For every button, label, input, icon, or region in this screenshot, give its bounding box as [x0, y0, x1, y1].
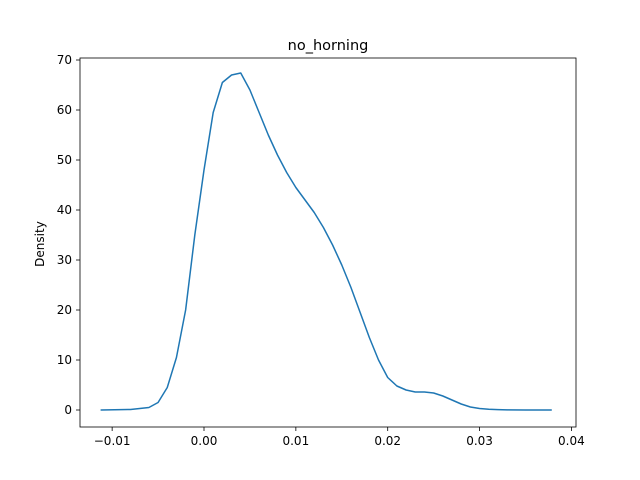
y-tick-label: 20: [57, 303, 72, 317]
x-tick-label: 0.02: [374, 434, 401, 448]
x-tick-label: 0.00: [191, 434, 218, 448]
y-tick-label: 10: [57, 353, 72, 367]
y-tick-label: 50: [57, 153, 72, 167]
y-tick-label: 60: [57, 103, 72, 117]
chart-title: no_horning: [288, 38, 369, 54]
density-line-0: [100, 72, 552, 411]
axes-frame: [79, 57, 577, 428]
y-tick-label: 70: [57, 53, 72, 67]
plot-area: −0.01 0.00 0.01 0.02 0.03 0.04 0 10 20 30 40 50 60 70: [57, 53, 585, 448]
y-tick-label: 40: [57, 203, 72, 217]
x-tick-label: 0.03: [466, 434, 493, 448]
x-tick-label: 0.04: [558, 434, 585, 448]
y-tick-label: 0: [64, 403, 72, 417]
y-axis-label: Density: [33, 221, 47, 267]
x-tick-label: −0.01: [94, 434, 131, 448]
x-tick-label: 0.01: [282, 434, 309, 448]
y-tick-label: 30: [57, 253, 72, 267]
